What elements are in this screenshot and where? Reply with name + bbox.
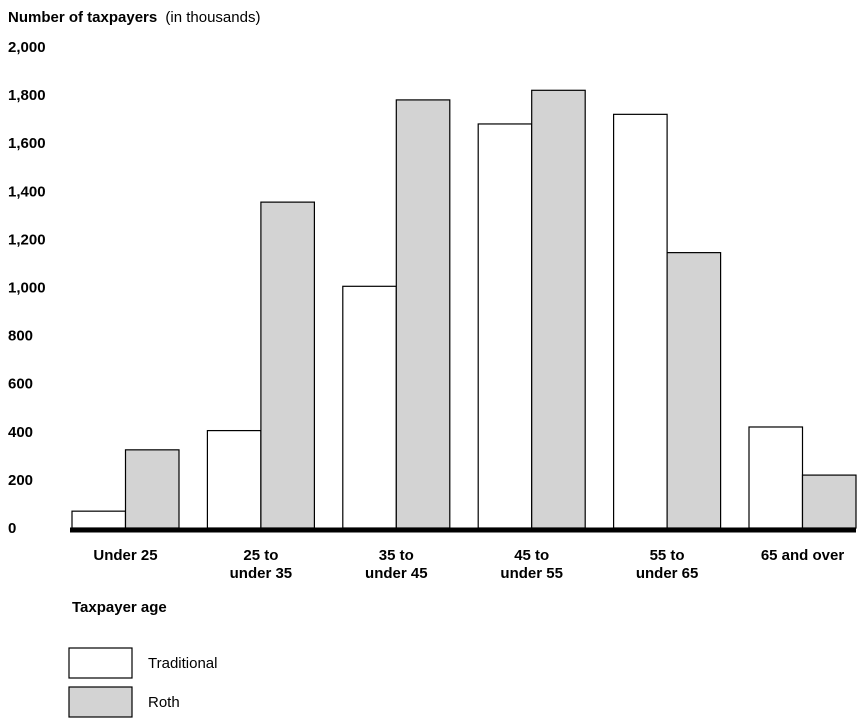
- x-category-label-line: under 55: [500, 565, 563, 582]
- x-category-label-line: 35 to: [379, 547, 414, 564]
- x-category-label-line: under 45: [365, 565, 428, 582]
- legend-swatch-traditional: [68, 647, 133, 679]
- x-category-label-line: under 35: [230, 565, 293, 582]
- chart-title-main: Number of taxpayers: [8, 9, 157, 26]
- traditional-bar: [71, 510, 127, 529]
- x-category-label: 55 to under 65: [636, 547, 699, 582]
- roth-bar: [801, 474, 857, 529]
- y-axis-ticks: 0 200 400 600 800 1,000 1,200 1,400 1,600 1,800 2,…: [8, 39, 46, 537]
- bars: [71, 89, 857, 529]
- traditional-bar: [342, 285, 397, 529]
- y-tick-label: 600: [8, 376, 33, 393]
- x-axis-title: Taxpayer age: [72, 599, 167, 616]
- roth-bar: [124, 449, 180, 529]
- x-category-label-line: 55 to: [650, 547, 685, 564]
- chart-title: Number of taxpayers (in thousands): [8, 9, 260, 26]
- x-category-label-line: 25 to: [243, 547, 278, 564]
- chart-title-note: (in thousands): [165, 9, 260, 26]
- y-tick-label: 1,600: [8, 135, 46, 152]
- y-tick-label: 2,000: [8, 39, 46, 56]
- roth-bar: [666, 252, 722, 529]
- y-tick-label: 1,400: [8, 183, 46, 200]
- roth-bar: [395, 99, 451, 529]
- roth-bar: [531, 89, 586, 529]
- traditional-bar: [206, 429, 262, 529]
- y-tick-label: 0: [8, 520, 16, 537]
- y-tick-label: 200: [8, 472, 33, 489]
- x-category-label: 35 to under 45: [365, 547, 428, 582]
- x-category-label-line: 45 to: [514, 547, 549, 564]
- y-tick-label: 400: [8, 424, 33, 441]
- y-tick-label: 800: [8, 328, 33, 345]
- x-category-label: 65 and over: [761, 547, 845, 564]
- x-category-label: Under 25: [93, 547, 157, 564]
- x-category-label-line: under 65: [636, 565, 699, 582]
- y-tick-label: 1,200: [8, 231, 46, 248]
- y-tick-label: 1,000: [8, 280, 46, 297]
- legend-swatch-roth: [68, 686, 133, 718]
- x-category-label: 25 to under 35: [230, 547, 293, 582]
- legend-label-roth: Roth: [148, 694, 180, 711]
- traditional-bar: [612, 113, 668, 529]
- x-category-label-line: Under 25: [93, 547, 157, 564]
- x-category-label-line: 65 and over: [761, 547, 845, 564]
- roth-bar: [260, 201, 315, 529]
- y-tick-label: 1,800: [8, 87, 46, 104]
- x-category-label: 45 to under 55: [500, 547, 563, 582]
- legend-label-traditional: Traditional: [148, 655, 217, 672]
- traditional-bar: [477, 123, 533, 529]
- traditional-bar: [748, 426, 804, 529]
- legend: Traditional Roth: [68, 647, 217, 718]
